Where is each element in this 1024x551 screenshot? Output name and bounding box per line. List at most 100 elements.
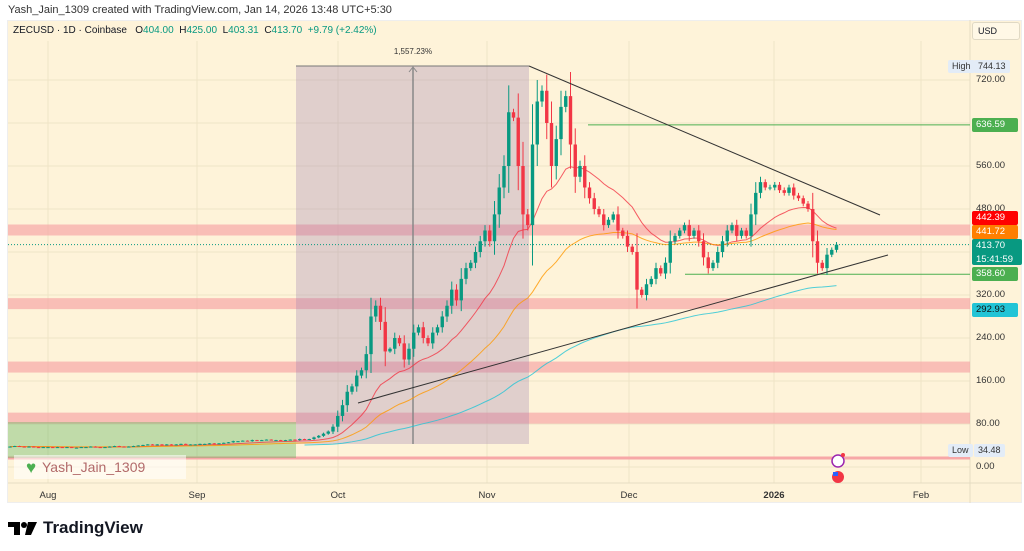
candle-body: [188, 444, 193, 446]
candle-body: [711, 262, 715, 269]
price-tick: 0.00: [976, 461, 995, 472]
candle-body: [378, 305, 383, 322]
candle-body: [725, 230, 729, 242]
candle-body: [792, 187, 796, 196]
candle-body: [545, 90, 549, 123]
candle-body: [150, 444, 155, 446]
candle-body: [364, 354, 368, 371]
candle-body: [317, 435, 321, 438]
close-label: C: [264, 25, 272, 36]
candle-body: [459, 278, 463, 301]
last-price: 413.70: [976, 240, 1006, 251]
candle-body: [41, 447, 45, 449]
candle-body: [160, 444, 164, 446]
candle-body: [526, 214, 530, 226]
candle-body: [421, 327, 425, 338]
candle-body: [578, 166, 582, 177]
candle-body: [108, 446, 112, 448]
candle-body: [193, 444, 197, 446]
candle-body: [483, 230, 487, 242]
candle-body: [511, 112, 516, 118]
candle-body: [345, 391, 349, 406]
price-tick: 80.00: [976, 418, 1000, 429]
candle-body: [65, 447, 69, 449]
flag-canton: [833, 472, 838, 476]
candle-body: [127, 446, 131, 448]
candle-body: [393, 338, 397, 349]
price-tick: 560.00: [976, 160, 1006, 171]
candle-body: [473, 252, 478, 263]
candle-body: [621, 230, 625, 236]
candle-body: [55, 447, 60, 449]
high-label: H: [179, 25, 187, 36]
candle-body: [336, 415, 340, 427]
candle-body: [507, 112, 511, 166]
candle-body: [701, 241, 706, 258]
candle-body: [131, 446, 136, 448]
time-tick: Oct: [330, 490, 346, 501]
candle-body: [811, 209, 815, 242]
candle-body: [17, 446, 22, 448]
candle-body: [592, 198, 596, 209]
candle-body: [815, 241, 820, 263]
symbol-name[interactable]: ZECUSD · 1D · Coinbase: [13, 25, 127, 36]
candle-body: [573, 144, 577, 177]
support-resistance-zone: [8, 412, 970, 424]
candle-body: [359, 370, 364, 376]
candle-body: [203, 443, 207, 445]
support-resistance-zone: [8, 298, 970, 310]
candle-body: [796, 195, 801, 199]
candle-body: [32, 446, 36, 448]
candle-body: [374, 305, 378, 317]
candle-body: [744, 230, 748, 236]
candle-body: [217, 443, 221, 445]
candle-body: [616, 214, 620, 231]
candle-body: [787, 187, 791, 193]
price-tick: 320.00: [976, 289, 1006, 300]
candle-body: [678, 230, 682, 236]
candle-body: [146, 444, 150, 446]
candle-body: [279, 440, 283, 442]
level-label-636: 636.59: [972, 118, 1018, 132]
candle-body: [739, 230, 744, 236]
price-tick: 480.00: [976, 203, 1006, 214]
candle-body: [136, 445, 140, 447]
tradingview-logo[interactable]: TradingView: [8, 518, 143, 538]
high-tag: High: [948, 60, 975, 73]
trendline-upper: [528, 65, 881, 216]
candle-body: [89, 446, 93, 448]
high-value: 425.00: [186, 25, 218, 36]
candle-body: [834, 244, 839, 250]
currency-selector[interactable]: USD: [972, 22, 1020, 40]
low-value-tag: 34.48: [974, 444, 1005, 457]
candle-body: [516, 117, 520, 166]
candle-body: [397, 338, 402, 344]
ema-mid-label: 441.72: [972, 225, 1018, 239]
measure-label: 1,557.23%: [394, 47, 432, 56]
level-label-358: 358.60: [972, 267, 1018, 281]
ema-slow-label: 292.93: [972, 303, 1018, 317]
candle-body: [179, 443, 183, 445]
candle-body: [245, 440, 250, 442]
candle-body: [350, 386, 354, 392]
candle-body: [530, 144, 535, 226]
candle-body: [36, 447, 41, 449]
candle-body: [597, 209, 601, 215]
arrow-head-icon: [408, 66, 418, 73]
candle-body: [478, 241, 482, 252]
candle-body: [820, 262, 824, 269]
candle-body: [165, 444, 169, 446]
chart-credit: Yash_Jain_1309 created with TradingView.…: [8, 4, 392, 16]
candle-body: [174, 444, 178, 446]
candle-body: [122, 446, 126, 448]
candle-body: [13, 446, 17, 448]
candle-body: [564, 96, 568, 107]
candle-body: [331, 426, 335, 432]
change-value: +9.79 (+2.42%): [307, 25, 377, 36]
brand-name: TradingView: [43, 518, 143, 537]
close-value: 413.70: [271, 25, 303, 36]
support-resistance-zone: [8, 224, 970, 236]
candle-body: [587, 187, 592, 199]
candle-body: [103, 447, 107, 449]
